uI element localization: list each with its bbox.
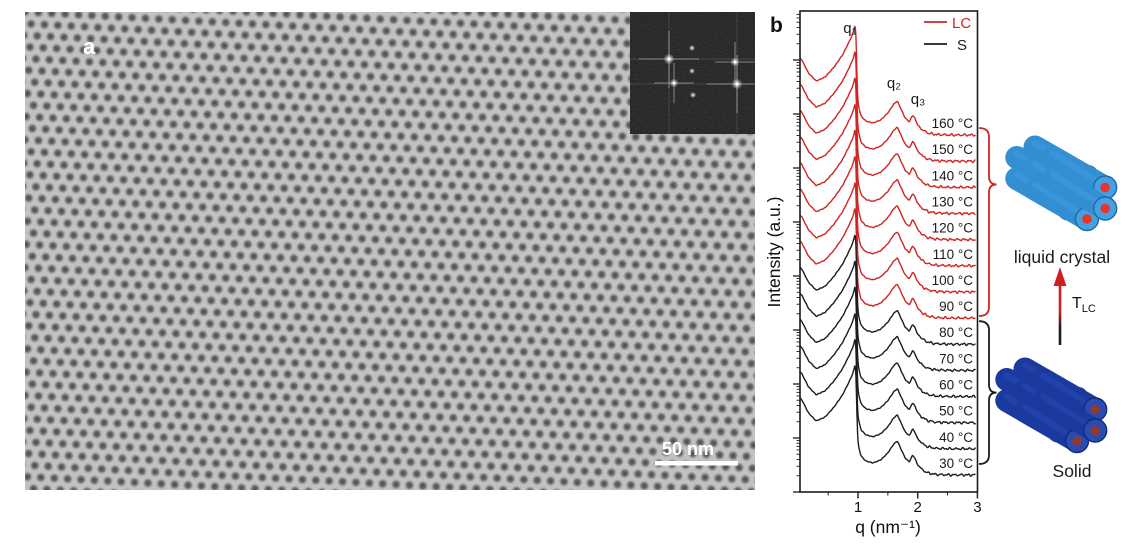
curve-80°C [799,234,976,347]
scale-bar-text: 50 nm [662,439,714,459]
curve-30°C [799,365,976,477]
curve-110°C [799,156,976,268]
curve-50°C [799,313,977,425]
scale-bar-line [655,461,738,466]
temp-label-110°C: 110 °C [933,247,974,262]
arrow-head-icon [1053,267,1067,286]
curve-160°C [799,25,976,137]
x-tick-label: 2 [914,499,922,516]
temp-label-70°C: 70 °C [939,351,973,366]
transition-arrow: TLC [1053,267,1096,345]
peak-label-q3: q₃ [911,91,925,108]
tem-micrograph: a 50 nm [25,12,755,490]
generated-plot-content: 1 2 3 160 °C 150 °C 140 °C 130 °C 120 °C 110 °C 1… [793,13,1118,516]
brace-s [978,320,997,465]
x-tick-label: 1 [854,499,862,516]
x-tick-label: 3 [973,499,981,516]
curve-100°C [799,182,976,294]
brace-lc [978,127,997,317]
solid-bundle-illustration [995,357,1108,454]
panel-b-label: b [770,14,783,37]
plot-frame [799,10,979,493]
temp-label-100°C: 100 °C [932,273,974,288]
curve-90°C [799,208,976,320]
temp-label-90°C: 90 °C [939,299,973,314]
fft-spots [639,31,755,113]
curve-120°C [799,129,976,242]
scattering-plot-panel: b 1 2 3 160 °C 150 °C 140 °C 130 °C 120 °C 110 °… [764,10,1118,537]
temp-label-80°C: 80 °C [939,325,973,340]
temp-label-160°C: 160 °C [932,116,974,131]
x-axis-label: q (nm⁻¹) [855,517,921,537]
solid-label: Solid [1053,461,1092,481]
curve-140°C [799,77,977,189]
temp-label-30°C: 30 °C [939,456,973,471]
temp-label-150°C: 150 °C [932,142,974,157]
y-axis-label: Intensity (a.u.) [764,197,784,308]
curve-70°C [799,260,976,373]
panel-a-label: a [83,34,96,59]
curve-60°C [799,286,977,399]
temp-label-140°C: 140 °C [932,168,974,183]
scale-bar: 50 nm [655,439,738,466]
curve-150°C [799,51,976,164]
liquid-crystal-bundle-illustration [1005,135,1118,232]
peak-label-q1: q₁ [843,20,856,37]
liquid-crystal-label: liquid crystal [1014,247,1110,267]
legend-label-lc: LC [952,15,971,32]
transition-temperature-label: TLC [1072,295,1096,315]
legend: LC S [924,15,971,54]
curve-130°C [799,104,976,216]
temp-label-120°C: 120 °C [932,221,974,236]
temp-label-130°C: 130 °C [932,194,974,209]
temp-label-40°C: 40 °C [939,430,973,445]
temp-label-50°C: 50 °C [939,404,973,419]
curve-40°C [799,339,976,451]
temp-label-60°C: 60 °C [939,378,973,393]
fft-inset [630,12,755,134]
peak-label-q2: q₂ [887,75,901,92]
legend-label-s: S [957,37,967,54]
